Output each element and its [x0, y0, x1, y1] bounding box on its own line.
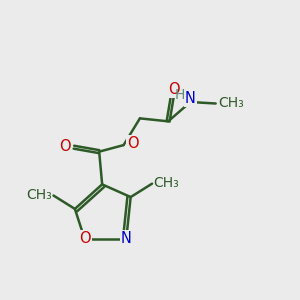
Text: O: O [168, 82, 180, 97]
Text: CH₃: CH₃ [218, 96, 244, 110]
Text: N: N [121, 231, 132, 246]
Text: CH₃: CH₃ [154, 176, 179, 190]
Text: O: O [59, 139, 70, 154]
Text: N: N [185, 91, 196, 106]
Text: H: H [175, 88, 185, 103]
Text: O: O [127, 136, 139, 151]
Text: O: O [79, 231, 90, 246]
Text: CH₃: CH₃ [26, 188, 52, 202]
